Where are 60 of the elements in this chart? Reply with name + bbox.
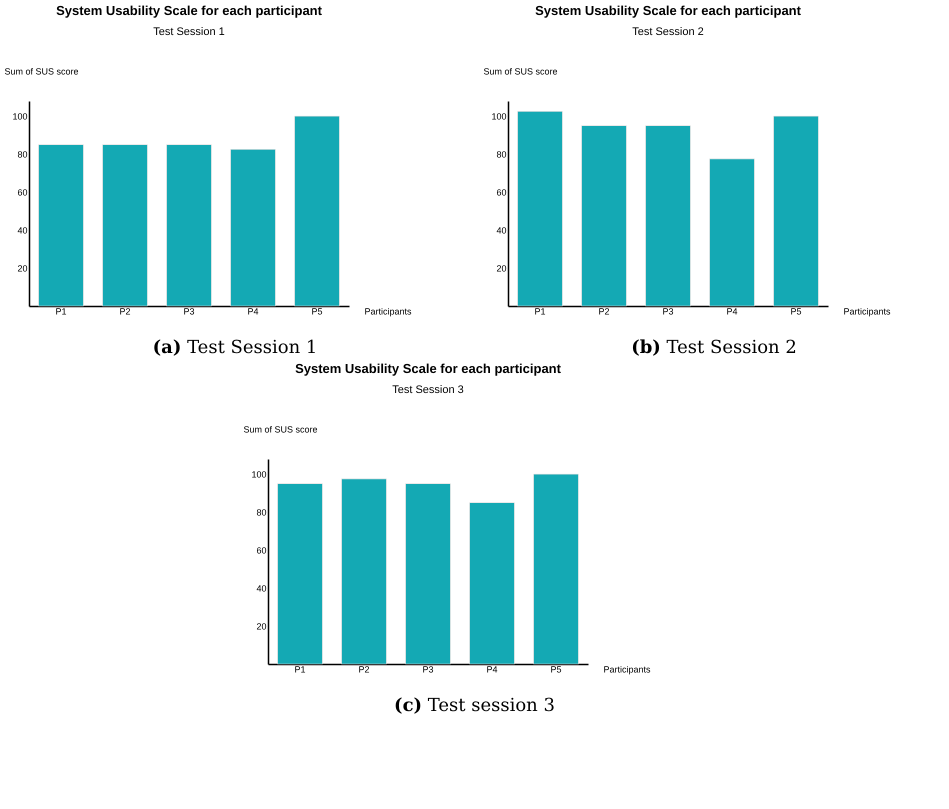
x-tick-label: P1 xyxy=(534,306,546,316)
chart-title: System Usability Scale for each participant xyxy=(534,3,802,18)
y-tick-label: 20 xyxy=(256,622,266,632)
bar xyxy=(405,483,451,664)
y-tick-label: 20 xyxy=(496,264,506,274)
bar xyxy=(166,144,212,306)
chart-subtitle: Test Session 1 xyxy=(152,26,224,38)
y-tick-label: 40 xyxy=(496,226,506,236)
y-tick-label: 40 xyxy=(16,226,27,236)
bar xyxy=(230,149,276,306)
y-axis-title: Sum of SUS score xyxy=(244,424,318,434)
x-tick-label: P3 xyxy=(422,664,434,674)
text: (a) Test Session 1 xyxy=(152,337,318,358)
chart-title: System Usability Scale for each participant xyxy=(295,361,562,376)
bar xyxy=(516,111,562,306)
y-tick-label: 60 xyxy=(16,188,27,198)
x-tick-label: P5 xyxy=(550,664,562,674)
y-axis-title: Sum of SUS score xyxy=(483,66,558,76)
y-tick-label: 40 xyxy=(256,584,266,594)
bar xyxy=(277,483,323,664)
y-tick-label: 100 xyxy=(12,112,27,122)
y-tick-label: 60 xyxy=(496,188,506,198)
y-tick-label: 60 xyxy=(256,546,266,556)
y-tick-label: 100 xyxy=(490,112,506,122)
y-tick-label: 20 xyxy=(16,264,27,274)
x-tick-label: P1 xyxy=(54,306,66,316)
chart-subtitle: Test Session 2 xyxy=(632,26,704,38)
bar xyxy=(580,125,626,306)
x-axis-title: Participants xyxy=(843,306,891,316)
y-tick-label: 80 xyxy=(496,150,506,160)
chart-title: System Usability Scale for each participant xyxy=(56,3,322,18)
bar xyxy=(533,474,579,664)
bar xyxy=(772,116,818,306)
x-tick-label: P2 xyxy=(118,306,130,316)
text: (b) Test Session 2 xyxy=(631,337,797,358)
y-tick-label: 80 xyxy=(256,508,266,518)
x-tick-label: P1 xyxy=(294,664,306,674)
bar xyxy=(469,502,515,664)
bar xyxy=(644,125,690,306)
x-tick-label: P5 xyxy=(790,306,802,316)
text: (c) Test session 3 xyxy=(394,695,555,716)
bar xyxy=(294,116,340,306)
bar xyxy=(708,158,754,306)
bar xyxy=(38,144,84,306)
y-tick-label: 80 xyxy=(16,150,27,160)
y-tick-label: 100 xyxy=(251,470,266,480)
bar xyxy=(102,144,148,306)
y-axis-title: Sum of SUS score xyxy=(4,66,78,76)
x-tick-label: P5 xyxy=(310,306,322,316)
x-tick-label: P3 xyxy=(662,306,674,316)
bar xyxy=(341,478,387,664)
chart-subtitle: Test Session 3 xyxy=(392,384,464,396)
x-tick-label: P4 xyxy=(726,306,738,316)
x-axis-title: Participants xyxy=(604,664,652,674)
x-tick-label: P4 xyxy=(246,306,258,316)
x-tick-label: P3 xyxy=(182,306,194,316)
x-tick-label: P2 xyxy=(598,306,610,316)
x-tick-label: P2 xyxy=(358,664,370,674)
x-tick-label: P4 xyxy=(486,664,498,674)
x-axis-title: Participants xyxy=(364,306,412,316)
